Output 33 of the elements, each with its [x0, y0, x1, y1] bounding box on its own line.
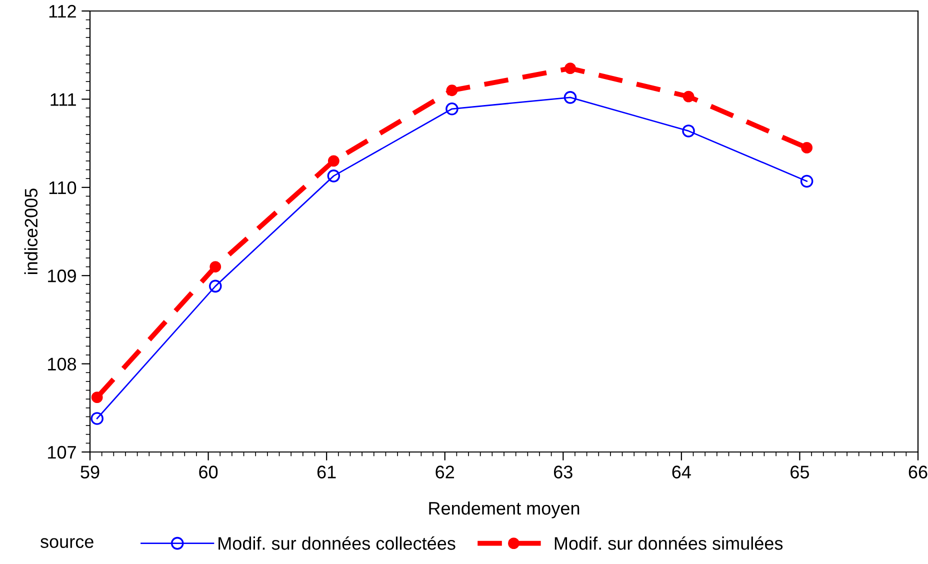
legend-label: Modif. sur données collectées: [218, 536, 456, 550]
point: [682, 90, 694, 102]
x-tick-label: 61: [317, 466, 336, 478]
y-tick-label: 108: [48, 358, 76, 371]
point: [210, 261, 222, 272]
legend-title: source: [40, 538, 94, 548]
y-axis-title: indice2005: [24, 188, 38, 274]
point: [328, 155, 340, 167]
point: [446, 102, 458, 116]
point: [90, 412, 104, 425]
y-tick-label: 112: [49, 4, 76, 18]
y-tick-label: 110: [49, 181, 76, 194]
point: [564, 62, 576, 74]
point: [208, 280, 222, 293]
x-tick-label: 59: [80, 466, 100, 478]
x-tick-label: 66: [908, 466, 928, 478]
point: [91, 392, 103, 404]
point: [327, 170, 340, 182]
x-tick-label: 60: [199, 466, 218, 478]
y-tick-label: 107: [48, 446, 76, 459]
x-tick-label: 65: [790, 466, 809, 478]
point: [682, 124, 695, 138]
x-tick-label: 63: [554, 466, 572, 478]
y-tick-label: 109: [48, 270, 76, 282]
legend-label: Modif. sur données simulées: [554, 536, 783, 550]
x-tick-label: 64: [672, 466, 691, 478]
x-axis-title: Rendement moyen: [429, 501, 580, 518]
y-tick-label: 111: [50, 93, 76, 106]
point: [800, 174, 814, 188]
point: [801, 142, 813, 154]
point: [564, 91, 577, 104]
point: [446, 84, 458, 96]
x-tick-label: 62: [436, 466, 454, 478]
